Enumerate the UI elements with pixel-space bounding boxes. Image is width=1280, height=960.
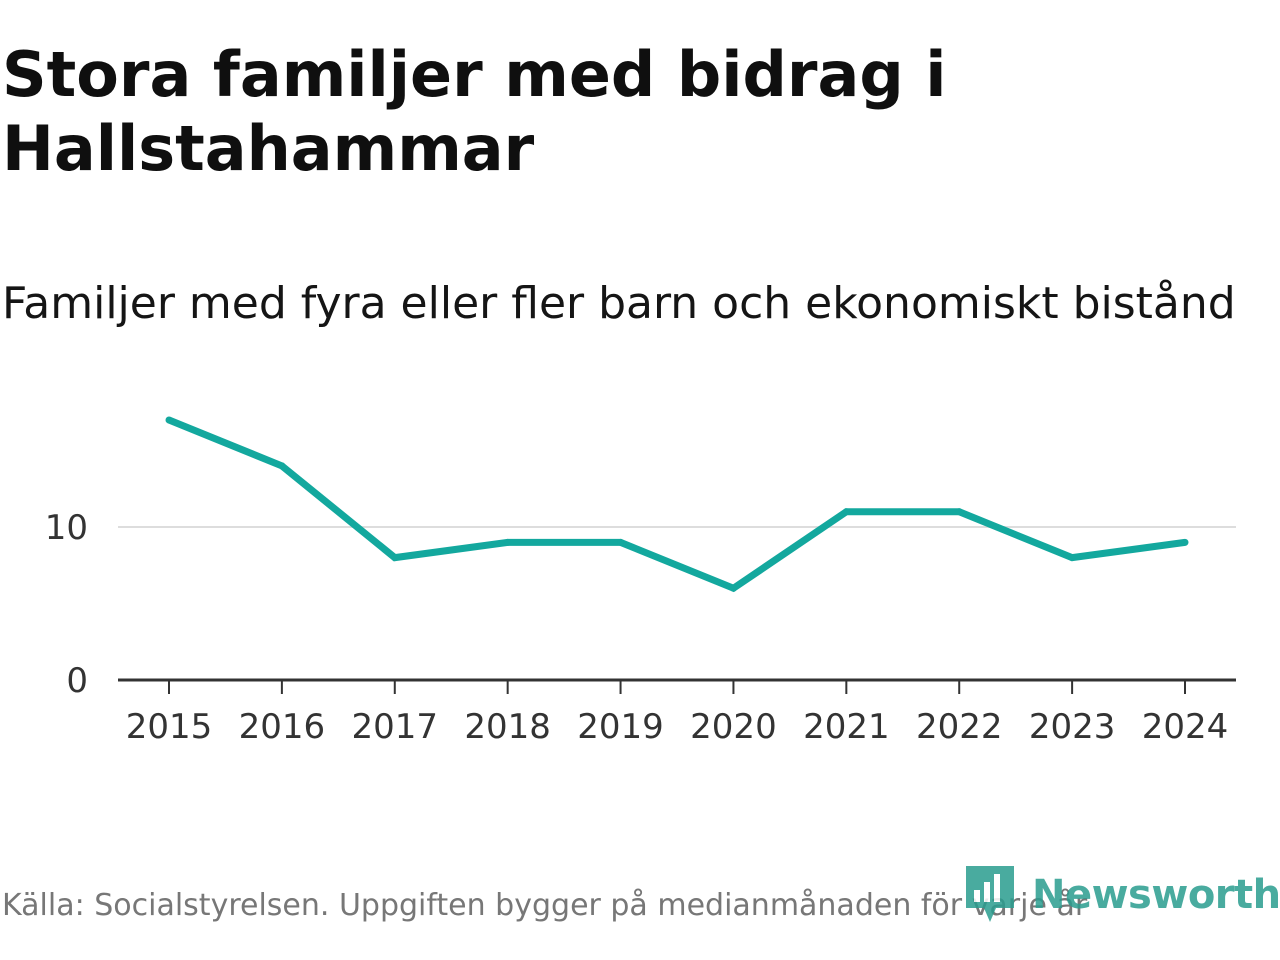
x-tick-label-2020: 2020 <box>690 707 777 747</box>
data-point-2021 <box>842 508 850 516</box>
x-tick-label-2017: 2017 <box>352 707 439 747</box>
chart-subtitle: Familjer med fyra eller fler barn och ek… <box>2 278 1236 329</box>
x-tick-label-2024: 2024 <box>1142 707 1229 747</box>
data-point-2024 <box>1181 538 1189 546</box>
x-tick-label-2018: 2018 <box>464 707 551 747</box>
x-tick-label-2015: 2015 <box>126 707 213 747</box>
source-note: Källa: Socialstyrelsen. Uppgiften bygger… <box>2 888 1088 923</box>
chart-title: Stora familjer med bidrag i Hallstahamma… <box>2 38 947 185</box>
x-tick-label-2023: 2023 <box>1029 707 1116 747</box>
y-tick-label-0: 0 <box>66 661 88 701</box>
data-point-2020 <box>729 584 737 592</box>
y-tick-label-10: 10 <box>45 508 88 548</box>
x-tick-label-2016: 2016 <box>239 707 326 747</box>
data-point-2018 <box>504 538 512 546</box>
newsworthy-logo-icon <box>966 866 1014 922</box>
x-tick-label-2019: 2019 <box>577 707 664 747</box>
x-tick-label-2022: 2022 <box>916 707 1003 747</box>
x-tick-label-2021: 2021 <box>803 707 890 747</box>
data-point-2015 <box>165 416 173 424</box>
data-point-2017 <box>391 554 399 562</box>
data-point-2016 <box>278 462 286 470</box>
data-point-2019 <box>617 538 625 546</box>
brand-name: Newsworthy <box>1032 872 1280 918</box>
series-line-0 <box>167 416 1186 593</box>
data-point-2022 <box>955 508 963 516</box>
data-point-2023 <box>1068 554 1076 562</box>
brand-logo: Newsworthy <box>964 864 1280 926</box>
